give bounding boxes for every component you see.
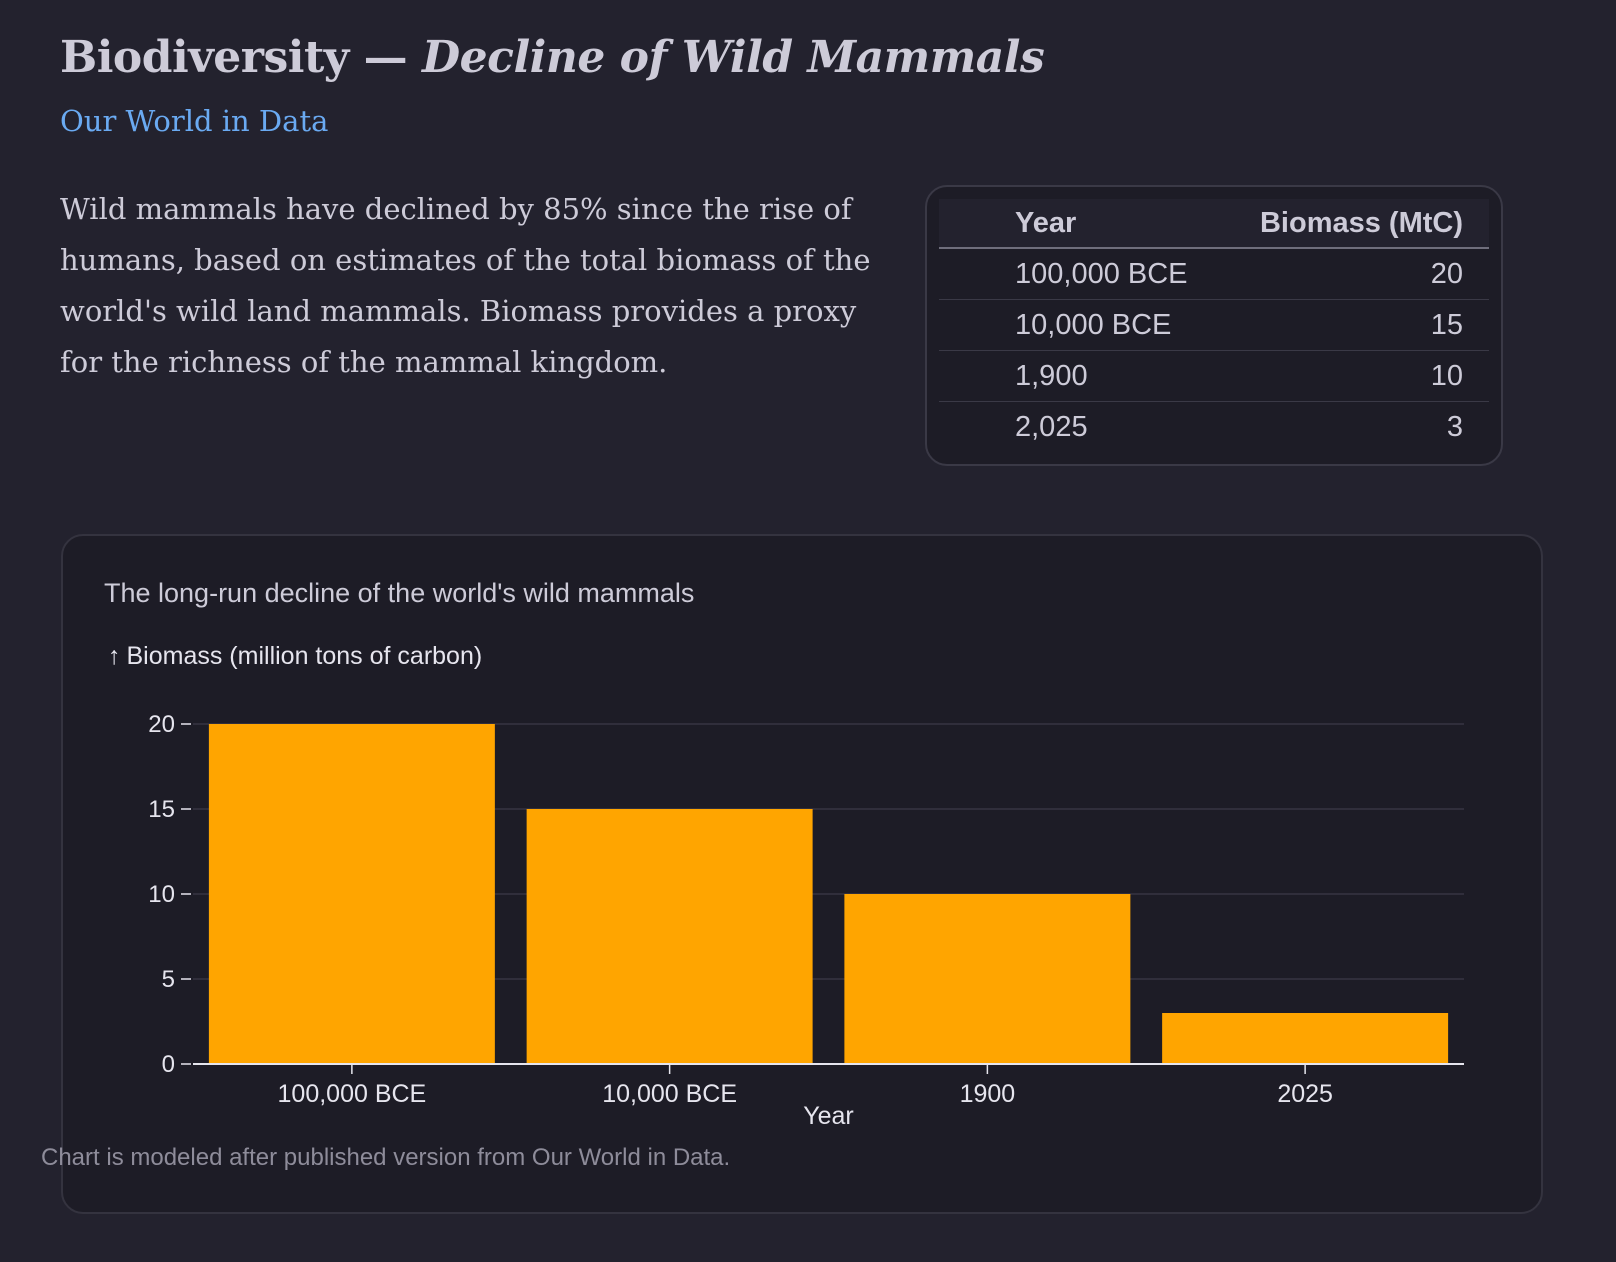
- arrow-up-icon: ↑: [108, 642, 121, 670]
- axes: 0 5 10 15 20 100,000 BCE 10,000 BCE 1900 2025 Yea…: [148, 711, 1464, 1130]
- x-tick-label: 10,000 BCE: [602, 1080, 737, 1108]
- cell-biomass: 15: [1225, 299, 1489, 351]
- x-tick-label: 1900: [960, 1080, 1016, 1108]
- cell-year: 1,900: [939, 350, 1226, 402]
- chart-card: The long-run decline of the world's wild…: [61, 534, 1543, 1214]
- cell-year: 2,025: [1015, 410, 1088, 443]
- table-row: 100,000 BCE 20: [939, 248, 1489, 300]
- title-main: Biodiversity —: [60, 32, 422, 83]
- table-row: 1,900 10: [939, 350, 1489, 402]
- table-row: 10,000 BCE 15: [939, 299, 1489, 351]
- column-header-biomass: Biomass (MtC): [1225, 199, 1489, 249]
- cell-biomass: 10: [1225, 350, 1489, 402]
- bar: [1162, 1013, 1449, 1064]
- bar-chart: 0 5 10 15 20 100,000 BCE 10,000 BCE 1900 2025 Yea…: [148, 711, 1464, 1130]
- bar: [526, 809, 813, 1064]
- y-axis-label-text: Biomass (million tons of carbon): [126, 642, 483, 670]
- column-header-year: Year: [939, 199, 1226, 249]
- biomass-table: Year Biomass (MtC) 100,000 BCE 20 10,000…: [939, 199, 1489, 452]
- x-axis-title: Year: [803, 1102, 854, 1130]
- cell-year: 100,000 BCE: [939, 248, 1226, 300]
- x-tick-label: 2025: [1277, 1080, 1333, 1108]
- title-italic: Decline of Wild Mammals: [422, 32, 1045, 83]
- chart-title: The long-run decline of the world's wild…: [104, 578, 695, 608]
- data-table-card: Year Biomass (MtC) 100,000 BCE 20 10,000…: [925, 185, 1503, 466]
- y-tick-label: 0: [162, 1051, 175, 1078]
- chart-footnote: Chart is modeled after published version…: [41, 1144, 731, 1171]
- x-tick-label: 100,000 BCE: [278, 1080, 427, 1108]
- cell-biomass: 20: [1225, 248, 1489, 300]
- y-tick-label: 20: [148, 711, 175, 738]
- intro-paragraph: Wild mammals have declined by 85% since …: [60, 192, 871, 379]
- table-header-row: Year Biomass (MtC): [939, 199, 1489, 249]
- y-axis-label: ↑ Biomass (million tons of carbon): [108, 642, 482, 671]
- source-link[interactable]: Our World in Data: [60, 104, 329, 138]
- cell-biomass: 3: [1446, 410, 1463, 443]
- bars: [208, 724, 1449, 1064]
- bar: [208, 724, 495, 1064]
- bar: [844, 894, 1131, 1064]
- y-tick-label: 15: [148, 796, 175, 823]
- y-tick-label: 5: [162, 966, 175, 993]
- cell-year: 10,000 BCE: [939, 299, 1226, 351]
- y-tick-label: 10: [148, 881, 175, 908]
- table-row: 2,025 3: [939, 402, 1489, 453]
- page-title: Biodiversity — Decline of Wild Mammals: [60, 32, 1045, 83]
